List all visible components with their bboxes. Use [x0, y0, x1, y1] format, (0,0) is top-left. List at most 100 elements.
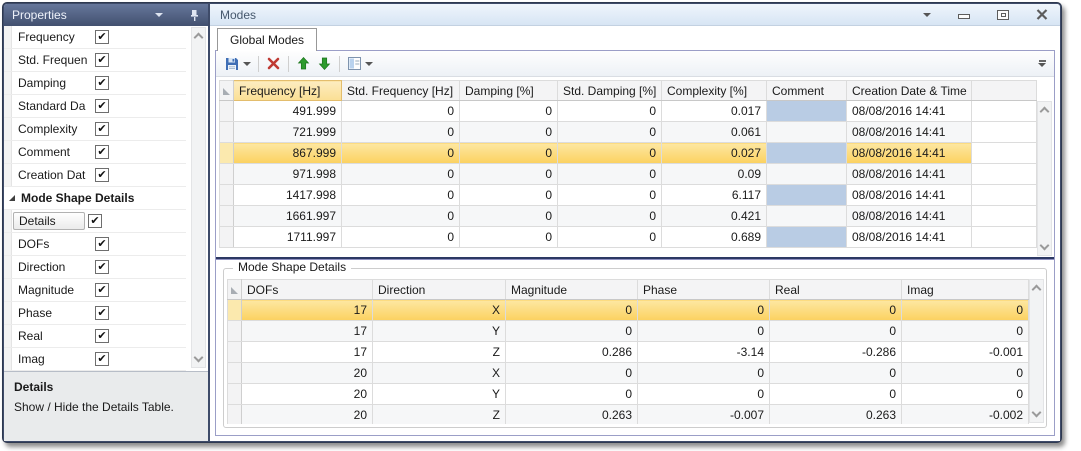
- comment-cell[interactable]: [766, 100, 847, 122]
- column-header-creation-date[interactable]: Creation Date & Time: [846, 80, 972, 101]
- column-header-damping[interactable]: Damping [%]: [459, 80, 558, 101]
- grid-cell[interactable]: 1661.997: [233, 205, 342, 227]
- grid-cell[interactable]: 0: [557, 121, 662, 143]
- grid-cell[interactable]: 0: [769, 362, 902, 384]
- move-up-button[interactable]: [293, 54, 314, 73]
- comment-cell[interactable]: [766, 163, 847, 185]
- grid-cell[interactable]: 0: [341, 121, 460, 143]
- grid-cell[interactable]: 0: [505, 383, 638, 405]
- select-all-corner[interactable]: [227, 279, 242, 300]
- property-row-frequency[interactable]: Frequency ✔: [4, 26, 186, 49]
- grid-cell[interactable]: 0: [341, 163, 460, 185]
- property-row-creation-date[interactable]: Creation Dat ✔: [4, 164, 186, 187]
- column-header-complexity[interactable]: Complexity [%]: [661, 80, 767, 101]
- row-indicator[interactable]: [219, 205, 234, 227]
- column-header-magnitude[interactable]: Magnitude: [505, 279, 638, 300]
- grid-cell[interactable]: 0: [505, 320, 638, 342]
- checkbox-checked-icon[interactable]: ✔: [95, 145, 109, 159]
- modes-grid-scrollbar[interactable]: [1037, 101, 1052, 256]
- grid-cell[interactable]: 0: [505, 299, 638, 321]
- grid-cell[interactable]: 0: [769, 320, 902, 342]
- checkbox-checked-icon[interactable]: ✔: [95, 260, 109, 274]
- property-row-real[interactable]: Real ✔: [4, 325, 186, 348]
- grid-cell[interactable]: 0: [459, 226, 558, 248]
- grid-cell[interactable]: 0: [901, 299, 1029, 321]
- minimize-icon[interactable]: [958, 14, 970, 19]
- grid-row-selected[interactable]: 17 X 0 0 0 0: [227, 299, 1029, 321]
- column-header-direction[interactable]: Direction: [372, 279, 506, 300]
- toolbar-overflow-button[interactable]: [1038, 60, 1049, 67]
- grid-cell[interactable]: 08/08/2016 14:41: [846, 226, 972, 248]
- grid-cell[interactable]: -0.286: [769, 341, 902, 363]
- grid-row[interactable]: 1711.997 0 0 0 0.689 08/08/2016 14:41: [219, 226, 1037, 248]
- grid-cell[interactable]: 0: [769, 299, 902, 321]
- modes-titlebar[interactable]: Modes: [210, 4, 1060, 26]
- checkbox-checked-icon[interactable]: ✔: [95, 30, 109, 44]
- column-header-phase[interactable]: Phase: [637, 279, 770, 300]
- window-menu-icon[interactable]: [923, 12, 931, 17]
- grid-row[interactable]: 1417.998 0 0 0 6.117 08/08/2016 14:41: [219, 184, 1037, 206]
- row-indicator[interactable]: [227, 404, 242, 424]
- grid-cell[interactable]: 491.999: [233, 100, 342, 122]
- row-indicator[interactable]: [219, 121, 234, 143]
- property-row-standard-damping[interactable]: Standard Da ✔: [4, 95, 186, 118]
- panel-menu-icon[interactable]: [155, 13, 163, 17]
- column-header-std-frequency[interactable]: Std. Frequency [Hz]: [341, 80, 460, 101]
- grid-row[interactable]: 17 Z 0.286 -3.14 -0.286 -0.001: [227, 341, 1029, 363]
- grid-cell[interactable]: 721.999: [233, 121, 342, 143]
- grid-cell[interactable]: 0: [637, 383, 770, 405]
- row-indicator[interactable]: [227, 299, 242, 321]
- checkbox-checked-icon[interactable]: ✔: [95, 99, 109, 113]
- grid-cell[interactable]: 0: [341, 226, 460, 248]
- checkbox-checked-icon[interactable]: ✔: [95, 168, 109, 182]
- checkbox-checked-icon[interactable]: ✔: [95, 306, 109, 320]
- property-row-comment[interactable]: Comment ✔: [4, 141, 186, 164]
- grid-cell[interactable]: 0: [637, 299, 770, 321]
- grid-cell[interactable]: 0: [557, 205, 662, 227]
- grid-row-selected[interactable]: 867.999 0 0 0 0.027 08/08/2016 14:41: [219, 142, 1037, 164]
- grid-cell[interactable]: Y: [372, 320, 506, 342]
- comment-cell[interactable]: [766, 226, 847, 248]
- category-expander-icon[interactable]: [9, 195, 15, 201]
- column-header-frequency[interactable]: Frequency [Hz]: [233, 80, 342, 101]
- column-header-std-damping[interactable]: Std. Damping [%]: [557, 80, 662, 101]
- grid-cell[interactable]: 08/08/2016 14:41: [846, 163, 972, 185]
- row-indicator[interactable]: [227, 362, 242, 384]
- row-indicator[interactable]: [219, 142, 234, 164]
- grid-cell[interactable]: -0.001: [901, 341, 1029, 363]
- grid-cell[interactable]: 0: [459, 184, 558, 206]
- grid-cell[interactable]: 0: [341, 142, 460, 164]
- grid-cell[interactable]: 08/08/2016 14:41: [846, 100, 972, 122]
- grid-cell[interactable]: 0: [557, 226, 662, 248]
- properties-titlebar[interactable]: Properties: [4, 4, 208, 26]
- scroll-down-icon[interactable]: [1031, 407, 1042, 418]
- grid-cell[interactable]: 08/08/2016 14:41: [846, 205, 972, 227]
- property-row-magnitude[interactable]: Magnitude ✔: [4, 279, 186, 302]
- scroll-down-icon[interactable]: [193, 352, 204, 363]
- grid-cell[interactable]: 0: [901, 383, 1029, 405]
- scroll-up-icon[interactable]: [1031, 284, 1042, 295]
- view-options-dropdown-icon[interactable]: [365, 61, 373, 66]
- close-icon[interactable]: [1036, 9, 1048, 20]
- property-row-direction[interactable]: Direction ✔: [4, 256, 186, 279]
- checkbox-checked-icon[interactable]: ✔: [95, 122, 109, 136]
- grid-cell[interactable]: 0.689: [661, 226, 767, 248]
- grid-cell[interactable]: 0: [637, 320, 770, 342]
- checkbox-checked-icon[interactable]: ✔: [95, 76, 109, 90]
- grid-cell[interactable]: 0: [459, 121, 558, 143]
- checkbox-checked-icon[interactable]: ✔: [95, 352, 109, 366]
- move-down-button[interactable]: [314, 54, 335, 73]
- grid-cell[interactable]: 0: [459, 205, 558, 227]
- column-header-dofs[interactable]: DOFs: [241, 279, 373, 300]
- grid-cell[interactable]: -0.007: [637, 404, 770, 424]
- grid-cell[interactable]: 0.421: [661, 205, 767, 227]
- property-row-phase[interactable]: Phase ✔: [4, 302, 186, 325]
- checkbox-checked-icon[interactable]: ✔: [95, 329, 109, 343]
- grid-cell[interactable]: 1417.998: [233, 184, 342, 206]
- row-indicator[interactable]: [219, 226, 234, 248]
- grid-cell[interactable]: 08/08/2016 14:41: [846, 142, 972, 164]
- grid-cell[interactable]: 971.998: [233, 163, 342, 185]
- row-indicator[interactable]: [219, 100, 234, 122]
- checkbox-checked-icon[interactable]: ✔: [88, 214, 102, 228]
- grid-cell[interactable]: 0: [637, 362, 770, 384]
